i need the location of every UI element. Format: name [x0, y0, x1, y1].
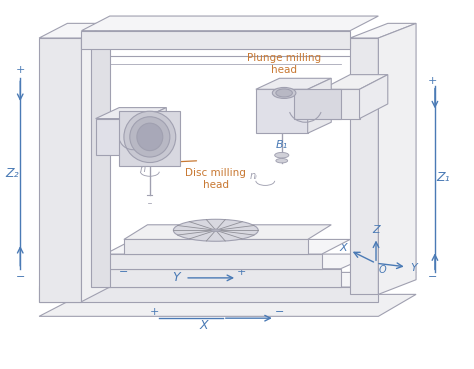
Polygon shape — [350, 38, 378, 294]
Text: +: + — [150, 307, 159, 317]
Polygon shape — [308, 78, 331, 133]
Ellipse shape — [173, 219, 258, 241]
Text: −: − — [428, 272, 437, 282]
Polygon shape — [105, 239, 350, 254]
Text: B₁: B₁ — [276, 140, 288, 150]
Text: Plunge milling
head: Plunge milling head — [247, 53, 321, 75]
Polygon shape — [124, 239, 308, 254]
Text: B₂: B₂ — [127, 125, 139, 135]
Text: +: + — [16, 65, 25, 75]
Text: −: − — [119, 267, 128, 277]
Polygon shape — [322, 89, 359, 118]
Text: X: X — [200, 319, 209, 332]
Ellipse shape — [273, 87, 296, 99]
Polygon shape — [39, 294, 416, 316]
Polygon shape — [96, 118, 143, 155]
Ellipse shape — [275, 152, 289, 158]
Text: nᵢ: nᵢ — [249, 171, 257, 181]
Ellipse shape — [130, 117, 170, 157]
Ellipse shape — [124, 111, 176, 162]
Text: +: + — [237, 267, 246, 277]
Polygon shape — [72, 254, 374, 269]
Polygon shape — [350, 23, 416, 38]
Text: Z: Z — [372, 225, 380, 235]
Ellipse shape — [211, 229, 220, 232]
Text: Z₁: Z₁ — [437, 171, 450, 184]
Polygon shape — [378, 23, 416, 294]
Polygon shape — [256, 89, 308, 133]
Polygon shape — [91, 38, 110, 287]
Text: +: + — [428, 76, 437, 86]
Text: n: n — [140, 164, 146, 174]
Polygon shape — [39, 287, 378, 302]
Text: Disc milling
head: Disc milling head — [185, 168, 246, 190]
Polygon shape — [293, 89, 341, 118]
Polygon shape — [72, 269, 341, 287]
Polygon shape — [256, 78, 331, 89]
Text: O: O — [378, 265, 386, 275]
Polygon shape — [105, 254, 322, 269]
Polygon shape — [143, 108, 166, 155]
Text: −: − — [275, 307, 284, 317]
Polygon shape — [39, 272, 416, 287]
Polygon shape — [119, 111, 181, 166]
Ellipse shape — [276, 159, 288, 163]
Polygon shape — [82, 16, 378, 31]
Polygon shape — [124, 225, 331, 239]
Polygon shape — [39, 38, 82, 302]
Polygon shape — [96, 108, 166, 118]
Text: −: − — [16, 272, 25, 282]
Polygon shape — [359, 75, 388, 118]
Polygon shape — [82, 31, 350, 49]
Ellipse shape — [276, 89, 292, 97]
Text: Z₂: Z₂ — [5, 167, 18, 180]
Text: Y: Y — [172, 271, 180, 284]
Polygon shape — [82, 23, 110, 302]
Text: Y: Y — [410, 263, 417, 273]
Polygon shape — [322, 75, 388, 89]
Ellipse shape — [137, 123, 163, 151]
Polygon shape — [39, 23, 110, 38]
Text: X: X — [339, 243, 347, 253]
